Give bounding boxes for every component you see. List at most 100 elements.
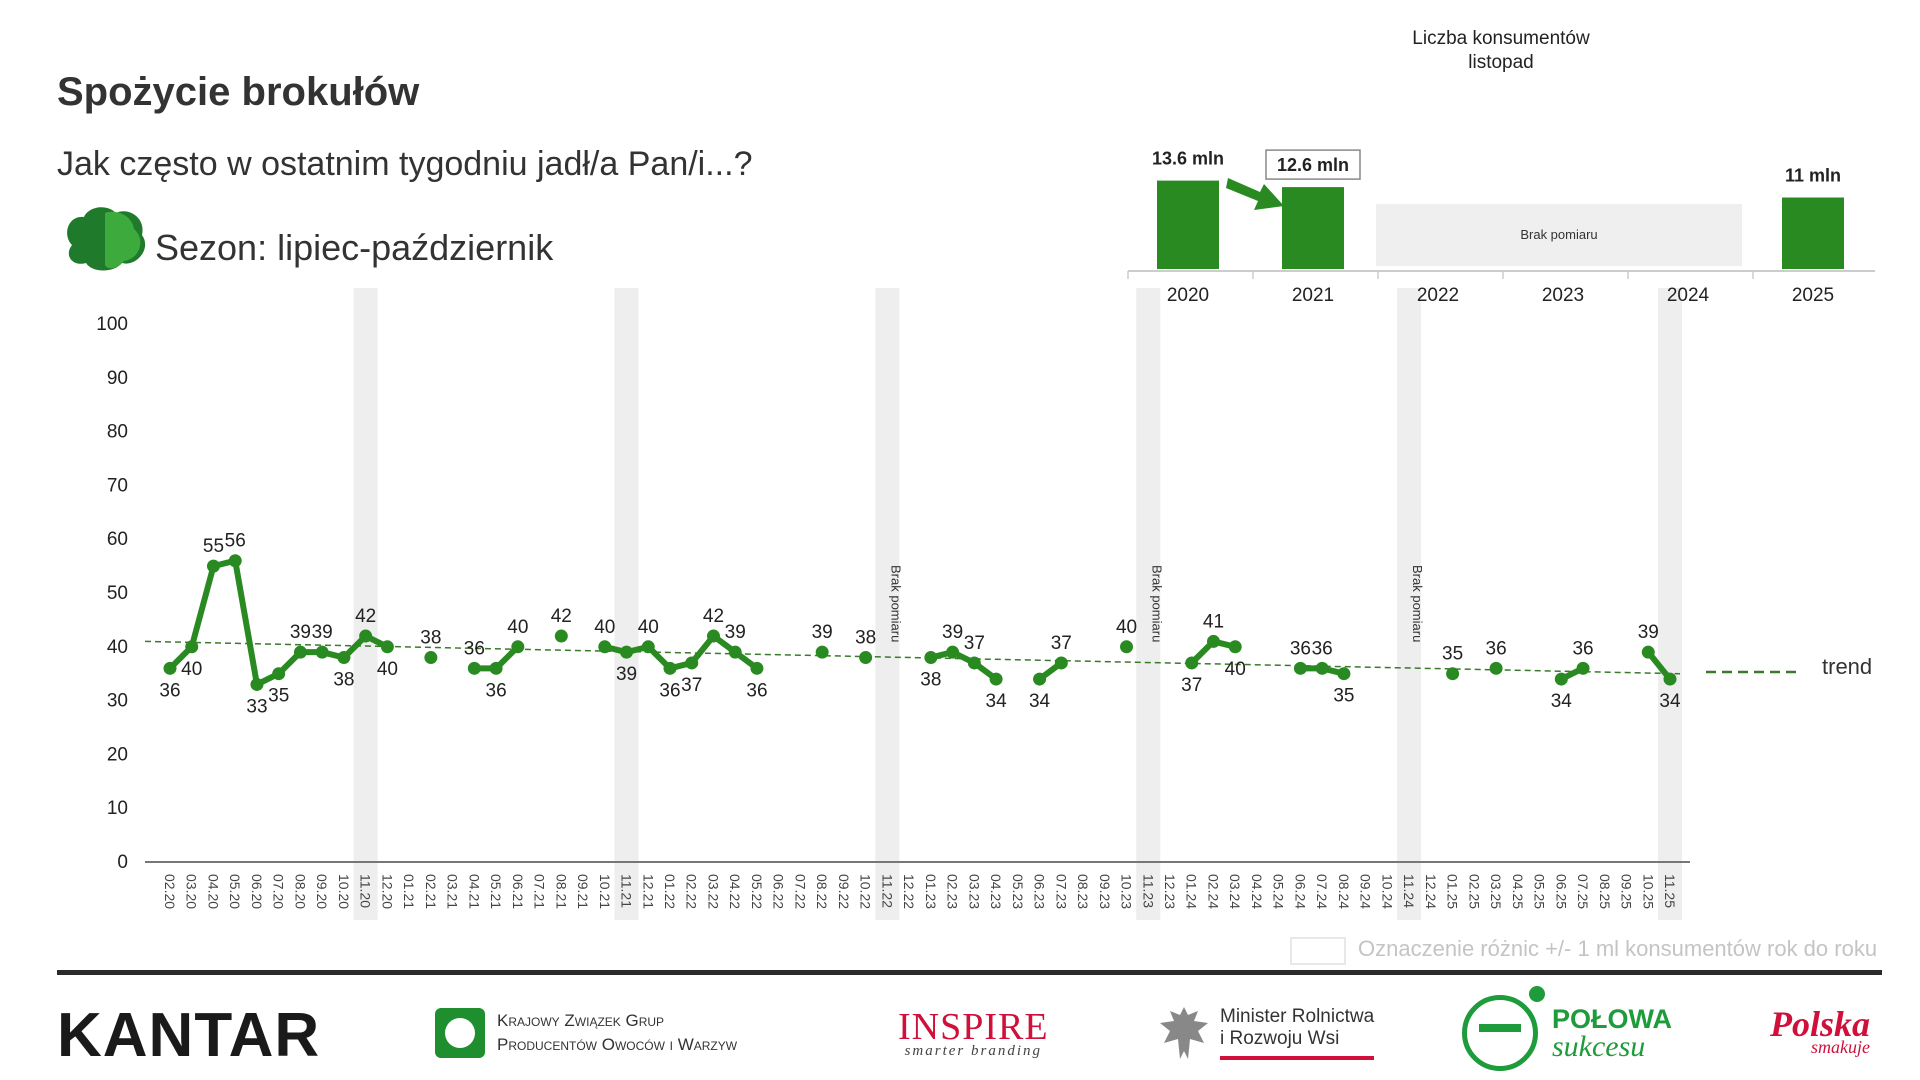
data-point-05.20 [228, 554, 242, 568]
x-tick-label: 01.25 [1445, 874, 1461, 909]
x-tick-label: 08.21 [553, 874, 569, 909]
x-tick-label: 11.23 [1140, 874, 1156, 908]
y-tick-label: 100 [96, 314, 128, 335]
data-label: 36 [464, 638, 485, 659]
y-tick-label: 50 [107, 583, 128, 604]
data-label: 56 [225, 531, 246, 552]
data-point-07.25 [1576, 661, 1590, 675]
survey-question: Jak często w ostatnim tygodniu jadł/a Pa… [57, 145, 753, 183]
data-point-10.25 [1641, 645, 1655, 659]
data-point-05.21 [489, 661, 503, 675]
data-label: 33 [246, 696, 267, 717]
x-tick-label: 12.23 [1162, 874, 1178, 909]
x-tick-label: 09.24 [1358, 874, 1374, 909]
x-tick-label: 10.20 [336, 874, 352, 909]
page-title: Spożycie brokułów [57, 70, 420, 114]
x-tick-label: 01.24 [1184, 874, 1200, 909]
inspire-logo-text: INSPIRE [898, 1006, 1049, 1048]
data-point-12.21 [641, 640, 655, 654]
x-tick-label: 06.24 [1292, 874, 1308, 909]
data-label: 34 [1029, 691, 1051, 712]
x-tick-label: 06.23 [1032, 874, 1048, 909]
inspire-logo: INSPIRE smarter branding [898, 1005, 1049, 1060]
data-point-11.25 [1663, 672, 1677, 686]
data-point-06.23 [1033, 672, 1047, 686]
data-point-11.21 [620, 645, 634, 659]
data-point-03.25 [1489, 661, 1503, 675]
data-point-11.20 [359, 629, 373, 643]
x-tick-label: 11.22 [879, 874, 895, 908]
season-label: Sezon: lipiec-październik [155, 227, 554, 268]
x-tick-label: 09.20 [314, 874, 330, 909]
x-tick-label: 11.20 [358, 874, 374, 908]
data-point-06.21 [511, 640, 525, 654]
data-label: 36 [1312, 638, 1333, 659]
x-tick-label: 12.22 [901, 874, 917, 909]
x-tick-label: 09.23 [1097, 874, 1113, 909]
x-tick-label: 12.24 [1423, 874, 1439, 909]
data-label: 40 [594, 617, 615, 638]
y-tick-label: 30 [107, 691, 128, 712]
data-label: 42 [551, 606, 572, 627]
x-tick-label: 09.21 [575, 874, 591, 909]
x-tick-label: 06.21 [510, 874, 526, 909]
inset-year-label: 2022 [1417, 285, 1459, 306]
inset-year-label: 2021 [1292, 285, 1334, 306]
series-line-segment [232, 557, 260, 688]
data-point-06.24 [1293, 661, 1307, 675]
data-point-07.20 [272, 667, 286, 681]
inspire-logo-subtitle: smarter branding [904, 1043, 1042, 1059]
data-point-08.20 [293, 645, 307, 659]
x-tick-label: 02.20 [162, 874, 178, 909]
x-tick-label: 01.21 [401, 874, 417, 909]
data-point-08.24 [1337, 667, 1351, 681]
inset-year-label: 2025 [1792, 285, 1834, 306]
x-tick-label: 02.22 [684, 874, 700, 909]
x-tick-label: 10.22 [858, 874, 874, 909]
data-point-03.22 [706, 629, 720, 643]
data-point-01.24 [1185, 656, 1199, 670]
no-measure-label: Brak pomiaru [1410, 565, 1425, 642]
data-label: 36 [746, 680, 767, 701]
data-point-10.21 [598, 640, 612, 654]
data-point-06.20 [250, 677, 264, 691]
data-point-09.20 [315, 645, 329, 659]
data-point-07.23 [1054, 656, 1068, 670]
kzg-line2: Producentów Owoców i Warzyw [497, 1035, 738, 1054]
x-tick-label: 11.21 [619, 874, 635, 908]
x-tick-label: 11.25 [1662, 874, 1678, 908]
minister-line1: Minister Rolnictwa [1220, 1006, 1375, 1027]
polowa-line2: sukcesu [1552, 1030, 1646, 1063]
data-label: 37 [964, 633, 985, 654]
x-tick-label: 08.20 [292, 874, 308, 909]
data-point-02.24 [1206, 634, 1220, 648]
polska-smakuje-logo: Polska smakuje [1770, 1003, 1870, 1058]
inset-no-measure-label: Brak pomiaru [1520, 227, 1597, 242]
data-label: 40 [507, 617, 528, 638]
data-point-07.24 [1315, 661, 1329, 675]
data-point-02.21 [424, 651, 438, 665]
legend-swatch [1290, 937, 1346, 965]
data-label: 42 [355, 606, 376, 627]
x-tick-label: 09.22 [836, 874, 852, 909]
data-label: 38 [855, 628, 876, 649]
data-label: 39 [616, 664, 637, 685]
x-tick-label: 08.22 [814, 874, 830, 909]
x-tick-label: 03.22 [705, 874, 721, 909]
y-tick-label: 60 [107, 529, 128, 550]
x-tick-label: 11.24 [1401, 874, 1417, 908]
data-point-03.20 [185, 640, 199, 654]
broccoli-icon [67, 207, 146, 271]
x-tick-label: 07.21 [532, 874, 548, 909]
x-tick-label: 08.23 [1075, 874, 1091, 909]
polska-line2: smakuje [1811, 1037, 1871, 1057]
data-label: 42 [703, 606, 724, 627]
inset-bar-label: 12.6 mln [1277, 155, 1349, 175]
data-label: 37 [681, 675, 702, 696]
y-tick-label: 40 [107, 637, 128, 658]
x-tick-label: 03.21 [445, 874, 461, 909]
x-tick-label: 03.24 [1227, 874, 1243, 909]
kzg-emblem-icon [435, 1008, 485, 1058]
x-tick-label: 04.21 [466, 874, 482, 909]
